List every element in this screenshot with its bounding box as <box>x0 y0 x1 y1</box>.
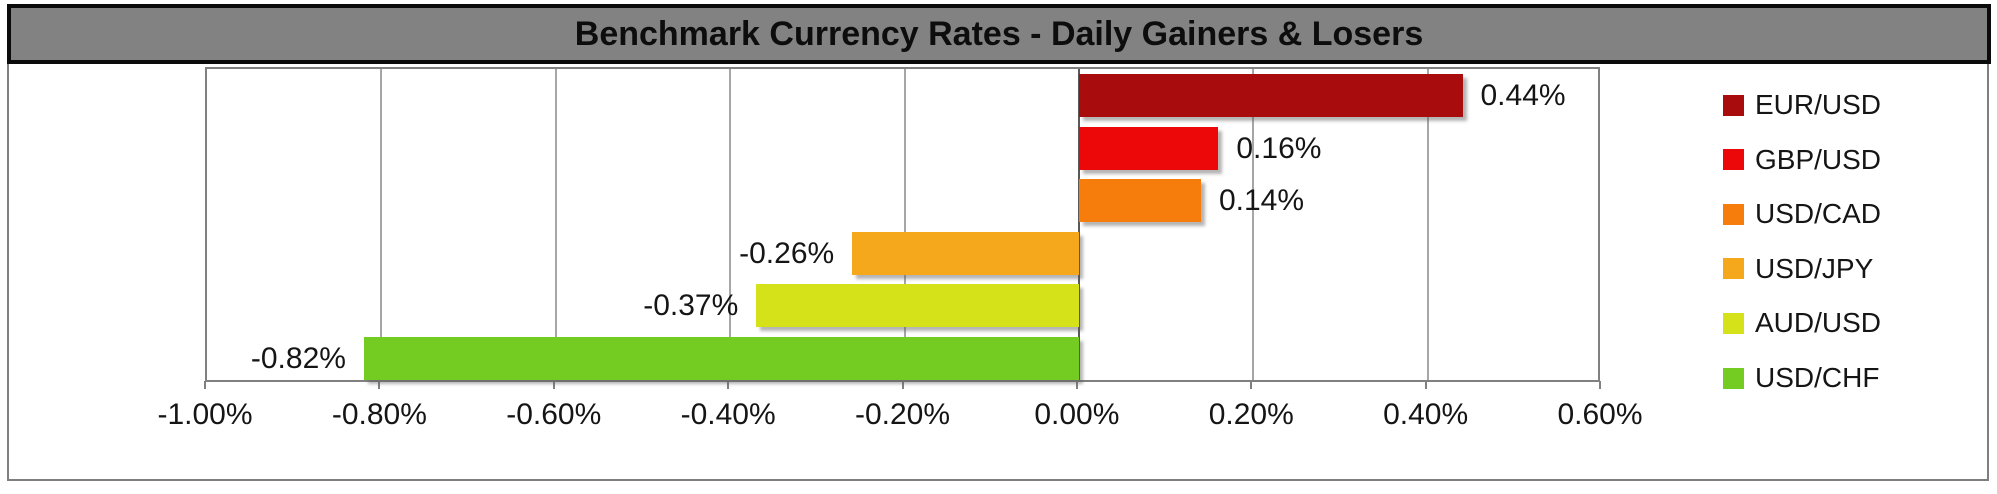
axis-tick <box>204 381 206 389</box>
x-tick-label: -0.80% <box>331 398 427 431</box>
x-tick-label: 0.00% <box>1034 398 1120 431</box>
legend-entry-usd-cad: USD/CAD <box>1723 198 1882 230</box>
legend-label: EUR/USD <box>1755 89 1882 120</box>
axis-tick <box>1599 381 1601 389</box>
bar-eur-usd <box>1078 74 1463 117</box>
axis-tick <box>727 381 730 389</box>
bar-usd-chf <box>363 336 1079 380</box>
x-tick-label: 0.60% <box>1557 398 1643 431</box>
legend-swatch-icon <box>1723 367 1744 389</box>
chart-title: Benchmark Currency Rates - Daily Gainers… <box>574 14 1424 53</box>
axis-tick <box>1424 381 1427 389</box>
plot-area: 0.44% 0.16% 0.14% -0.26% -0.37% -0.82% <box>205 67 1600 382</box>
x-tick-label: -1.00% <box>157 398 253 431</box>
gridline <box>380 69 383 380</box>
legend-swatch-icon <box>1723 312 1744 334</box>
gridline <box>1252 69 1255 380</box>
data-label-eur-usd: 0.44% <box>1480 79 1566 112</box>
x-tick-label: -0.20% <box>854 398 951 431</box>
bar-usd-jpy <box>852 231 1079 275</box>
legend-entry-gbp-usd: GBP/USD <box>1723 143 1882 175</box>
data-label-usd-jpy: -0.26% <box>739 236 835 270</box>
x-tick-label: 0.20% <box>1208 398 1294 431</box>
x-tick-label: -0.60% <box>506 398 602 431</box>
chart-title-bar: Benchmark Currency Rates - Daily Gainers… <box>7 4 1991 64</box>
gridline <box>903 69 906 380</box>
data-label-gbp-usd: 0.16% <box>1236 131 1322 165</box>
axis-tick <box>901 381 904 389</box>
data-label-usd-chf: -0.82% <box>250 341 346 375</box>
x-tick-label: 0.40% <box>1383 398 1469 431</box>
axis-tick <box>378 381 381 389</box>
legend-entry-eur-usd: EUR/USD <box>1723 89 1882 120</box>
gridline <box>729 69 732 380</box>
x-tick-label: -0.40% <box>680 398 776 431</box>
legend-entry-aud-usd: AUD/USD <box>1723 307 1882 339</box>
legend-label: USD/CHF <box>1755 362 1880 393</box>
legend-swatch-icon <box>1723 94 1744 116</box>
legend-swatch-icon <box>1723 149 1744 171</box>
data-label-aud-usd: -0.37% <box>643 289 739 322</box>
axis-tick <box>1250 381 1253 389</box>
bar-usd-cad <box>1078 179 1201 222</box>
legend-label: AUD/USD <box>1755 307 1882 339</box>
axis-tick <box>1075 381 1078 389</box>
axis-tick <box>552 381 555 389</box>
gridline <box>1426 69 1429 380</box>
legend-label: GBP/USD <box>1755 143 1882 175</box>
legend-entry-usd-chf: USD/CHF <box>1723 362 1880 393</box>
gridline <box>554 69 557 380</box>
zero-axis-line <box>1077 69 1080 380</box>
legend-swatch-icon <box>1723 258 1744 280</box>
legend-entry-usd-jpy: USD/JPY <box>1723 252 1874 284</box>
legend-label: USD/JPY <box>1755 252 1874 284</box>
data-label-usd-cad: 0.14% <box>1218 184 1305 217</box>
bar-aud-usd <box>756 284 1079 327</box>
bar-gbp-usd <box>1078 126 1219 170</box>
legend-swatch-icon <box>1723 203 1744 225</box>
legend-label: USD/CAD <box>1755 198 1882 230</box>
